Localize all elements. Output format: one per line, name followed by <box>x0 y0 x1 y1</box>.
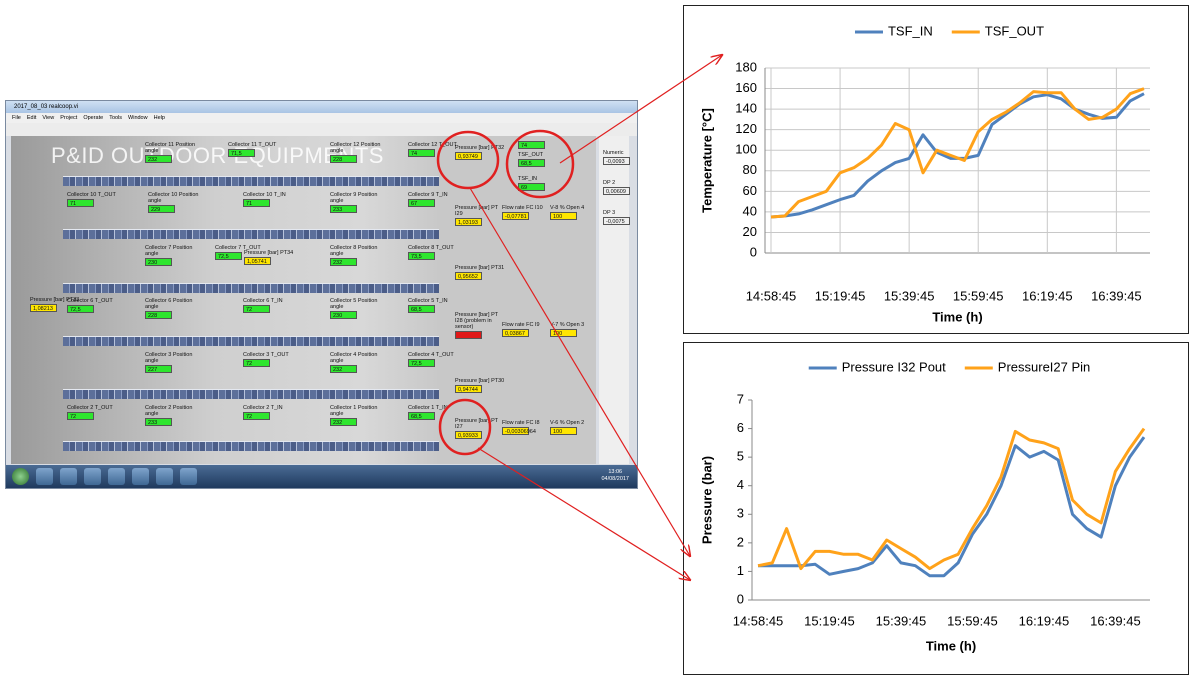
chart-frame <box>684 6 1189 334</box>
x-tick-label: 16:39:45 <box>1091 288 1142 303</box>
x-tick-label: 15:59:45 <box>953 288 1004 303</box>
y-tick-label: 5 <box>737 449 744 464</box>
x-tick-label: 16:19:45 <box>1019 613 1070 628</box>
charts-overlay: 02040608010012014016018014:58:4515:19:45… <box>0 0 1190 675</box>
arrow <box>470 188 690 556</box>
x-tick-label: 16:39:45 <box>1090 613 1141 628</box>
x-tick-label: 15:59:45 <box>947 613 998 628</box>
y-tick-label: 0 <box>750 244 757 259</box>
y-tick-label: 40 <box>743 203 757 218</box>
y-tick-label: 4 <box>737 477 744 492</box>
x-tick-label: 15:39:45 <box>884 288 935 303</box>
y-tick-label: 100 <box>735 142 757 157</box>
y-tick-label: 120 <box>735 121 757 136</box>
x-tick-label: 15:19:45 <box>804 613 855 628</box>
x-tick-label: 14:58:45 <box>746 288 797 303</box>
y-tick-label: 6 <box>737 420 744 435</box>
page: {"screenshot": { "window_title": "2017_0… <box>0 0 1190 675</box>
y-tick-label: 60 <box>743 183 757 198</box>
legend-label: TSF_IN <box>888 23 933 38</box>
highlight-circle <box>440 400 490 454</box>
y-axis-title: Temperature [°C] <box>699 108 714 213</box>
y-tick-label: 20 <box>743 224 757 239</box>
x-tick-label: 15:39:45 <box>876 613 927 628</box>
y-tick-label: 1 <box>737 563 744 578</box>
legend-label: Pressure I32 Pout <box>842 359 946 374</box>
x-axis-title: Time (h) <box>932 309 982 324</box>
highlight-circle <box>438 132 498 188</box>
x-tick-label: 15:19:45 <box>815 288 866 303</box>
y-tick-label: 2 <box>737 534 744 549</box>
x-tick-label: 16:19:45 <box>1022 288 1073 303</box>
y-tick-label: 160 <box>735 80 757 95</box>
y-tick-label: 80 <box>743 162 757 177</box>
y-tick-label: 7 <box>737 391 744 406</box>
legend-label: TSF_OUT <box>985 23 1044 38</box>
y-tick-label: 140 <box>735 101 757 116</box>
highlight-circle <box>507 131 573 197</box>
y-tick-label: 0 <box>737 591 744 606</box>
x-tick-label: 14:58:45 <box>733 613 784 628</box>
y-axis-title: Pressure (bar) <box>699 456 714 544</box>
legend-label: PressureI27 Pin <box>998 359 1091 374</box>
y-tick-label: 3 <box>737 506 744 521</box>
y-tick-label: 180 <box>735 59 757 74</box>
x-axis-title: Time (h) <box>926 638 976 653</box>
arrow <box>478 448 690 580</box>
